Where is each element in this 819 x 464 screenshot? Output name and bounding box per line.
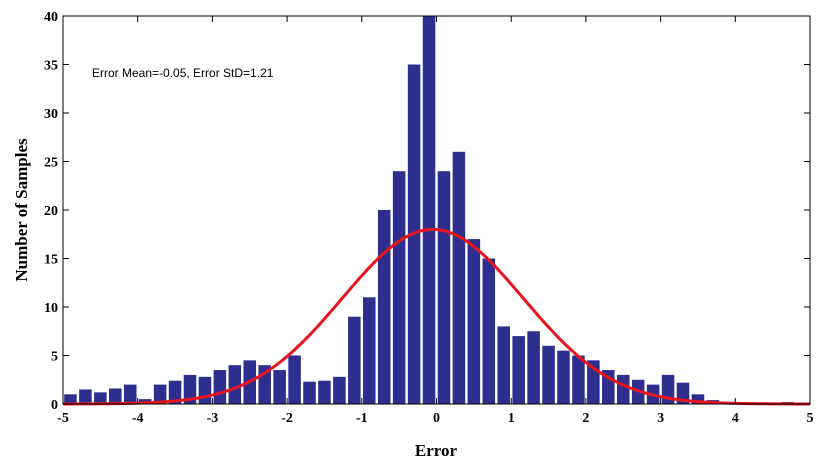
histogram-bar: [363, 297, 376, 404]
histogram-bar: [124, 385, 137, 404]
x-tick-label: 5: [807, 411, 814, 426]
x-tick-label: 4: [732, 411, 739, 426]
y-tick-label: 40: [44, 10, 58, 25]
annotation-stats: Error Mean=-0.05, Error StD=1.21: [92, 66, 274, 80]
x-tick-label: -5: [57, 411, 69, 426]
x-tick-label: 1: [508, 411, 515, 426]
histogram-bar: [94, 392, 107, 404]
histogram-bar: [214, 370, 227, 404]
histogram-bar: [423, 16, 436, 404]
y-tick-label: 0: [51, 398, 58, 413]
histogram-bar: [318, 381, 331, 404]
y-tick-label: 25: [44, 156, 58, 171]
x-tick-label: -2: [281, 411, 293, 426]
histogram-bar: [483, 259, 496, 405]
histogram-bar: [557, 351, 570, 404]
x-tick-label: 2: [582, 411, 589, 426]
histogram-bar: [497, 326, 510, 404]
histogram-bar: [572, 356, 585, 405]
x-tick-label: -1: [356, 411, 368, 426]
histogram-bar: [199, 377, 212, 404]
histogram-bar: [109, 388, 122, 404]
y-tick-label: 5: [51, 350, 58, 365]
y-tick-label: 10: [44, 301, 58, 316]
x-tick-label: -4: [132, 411, 144, 426]
histogram-bar: [527, 331, 540, 404]
histogram-bar: [333, 377, 346, 404]
histogram-bar: [617, 375, 630, 404]
histogram-bar: [378, 210, 391, 404]
y-tick-label: 15: [44, 253, 58, 268]
x-tick-label: 3: [657, 411, 664, 426]
x-tick-label: 0: [433, 411, 440, 426]
histogram-bar: [512, 336, 525, 404]
histogram-bar: [438, 171, 451, 404]
histogram-bar: [288, 356, 301, 405]
histogram-bar: [542, 346, 555, 404]
y-tick-label: 35: [44, 59, 58, 74]
histogram-bar: [303, 382, 316, 404]
histogram-bar: [453, 152, 466, 404]
y-tick-label: 20: [44, 204, 58, 219]
y-axis-title: Number of Samples: [12, 138, 31, 282]
y-tick-label: 30: [44, 107, 58, 122]
histogram-bar: [229, 365, 242, 404]
x-tick-label: -3: [207, 411, 219, 426]
histogram-bar: [348, 317, 361, 404]
histogram-bar: [79, 389, 92, 404]
x-axis-title: Error: [415, 441, 458, 460]
histogram-bar: [468, 239, 481, 404]
histogram-bar: [273, 370, 286, 404]
histogram-bar: [393, 171, 406, 404]
